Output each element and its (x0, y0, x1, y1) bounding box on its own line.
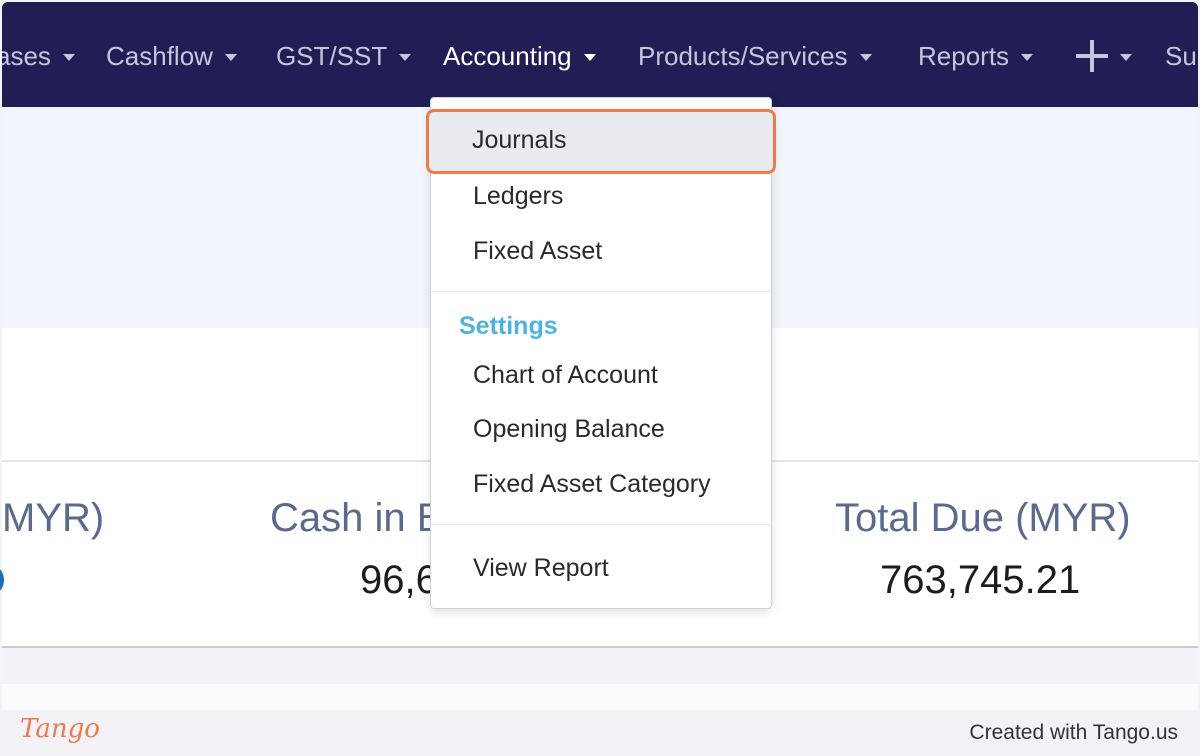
stat-label-total-due: Total Due (MYR) (835, 496, 1131, 540)
nav-item-label: Accounting (443, 40, 572, 71)
nav-item-cashflow[interactable]: Cashflow (106, 38, 237, 74)
menu-item-ledgers[interactable]: Ledgers (473, 182, 564, 210)
divider (2, 646, 1198, 648)
menu-item-view-report[interactable]: View Report (473, 554, 609, 582)
nav-item-label: Products/Services (638, 40, 848, 71)
accounting-dropdown-menu: Ledgers Fixed Asset Settings Chart of Ac… (430, 97, 772, 609)
menu-divider (431, 524, 771, 525)
chevron-down-icon (224, 54, 237, 61)
stat-value-total-due: 763,745.21 (880, 558, 1081, 602)
nav-item-label: Reports (918, 40, 1010, 71)
nav-item-purchases[interactable]: ases (2, 38, 75, 74)
stat-label-cash-in-bank: Cash in B (270, 496, 444, 540)
nav-item-products-services[interactable]: Products/Services (638, 38, 872, 74)
menu-item-fixed-asset[interactable]: Fixed Asset (473, 237, 603, 265)
menu-divider (431, 291, 771, 292)
stat-value-cash-in-bank: 96,6 (360, 558, 438, 602)
nav-item-add[interactable] (1076, 38, 1132, 74)
chevron-down-icon (583, 54, 596, 61)
menu-item-journals-label: Journals (472, 126, 567, 154)
nav-item-partial[interactable]: Su (1165, 38, 1197, 74)
nav-item-label: Su (1165, 40, 1197, 71)
nav-item-label: ases (2, 40, 51, 71)
nav-item-gst-sst[interactable]: GST/SST (276, 38, 412, 74)
plus-icon (1076, 40, 1108, 72)
nav-item-label: GST/SST (276, 40, 388, 71)
chevron-down-icon (1120, 54, 1132, 61)
menu-heading-settings: Settings (459, 312, 558, 340)
tango-footer: Tango Created with Tango.us (0, 710, 1200, 756)
menu-item-opening-balance[interactable]: Opening Balance (473, 415, 665, 443)
menu-item-chart-of-account[interactable]: Chart of Account (473, 361, 658, 389)
content-lower-band (2, 684, 1198, 710)
chevron-down-icon (1021, 54, 1034, 61)
nav-item-accounting[interactable]: Accounting (443, 38, 596, 74)
chevron-down-icon (62, 54, 75, 61)
nav-item-reports[interactable]: Reports (918, 38, 1034, 74)
menu-item-fixed-asset-category[interactable]: Fixed Asset Category (473, 470, 711, 498)
chevron-down-icon (859, 54, 872, 61)
nav-item-label: Cashflow (106, 40, 213, 71)
stat-label-myr: MYR) (2, 496, 105, 540)
tango-logo: Tango (20, 714, 100, 744)
chevron-down-icon (399, 54, 412, 61)
content-lower-band (2, 648, 1198, 684)
menu-item-journals[interactable]: Journals (426, 109, 776, 174)
created-with-text: Created with Tango.us (969, 721, 1178, 744)
top-navbar: ases Cashflow GST/SST Accounting Product… (2, 2, 1198, 107)
